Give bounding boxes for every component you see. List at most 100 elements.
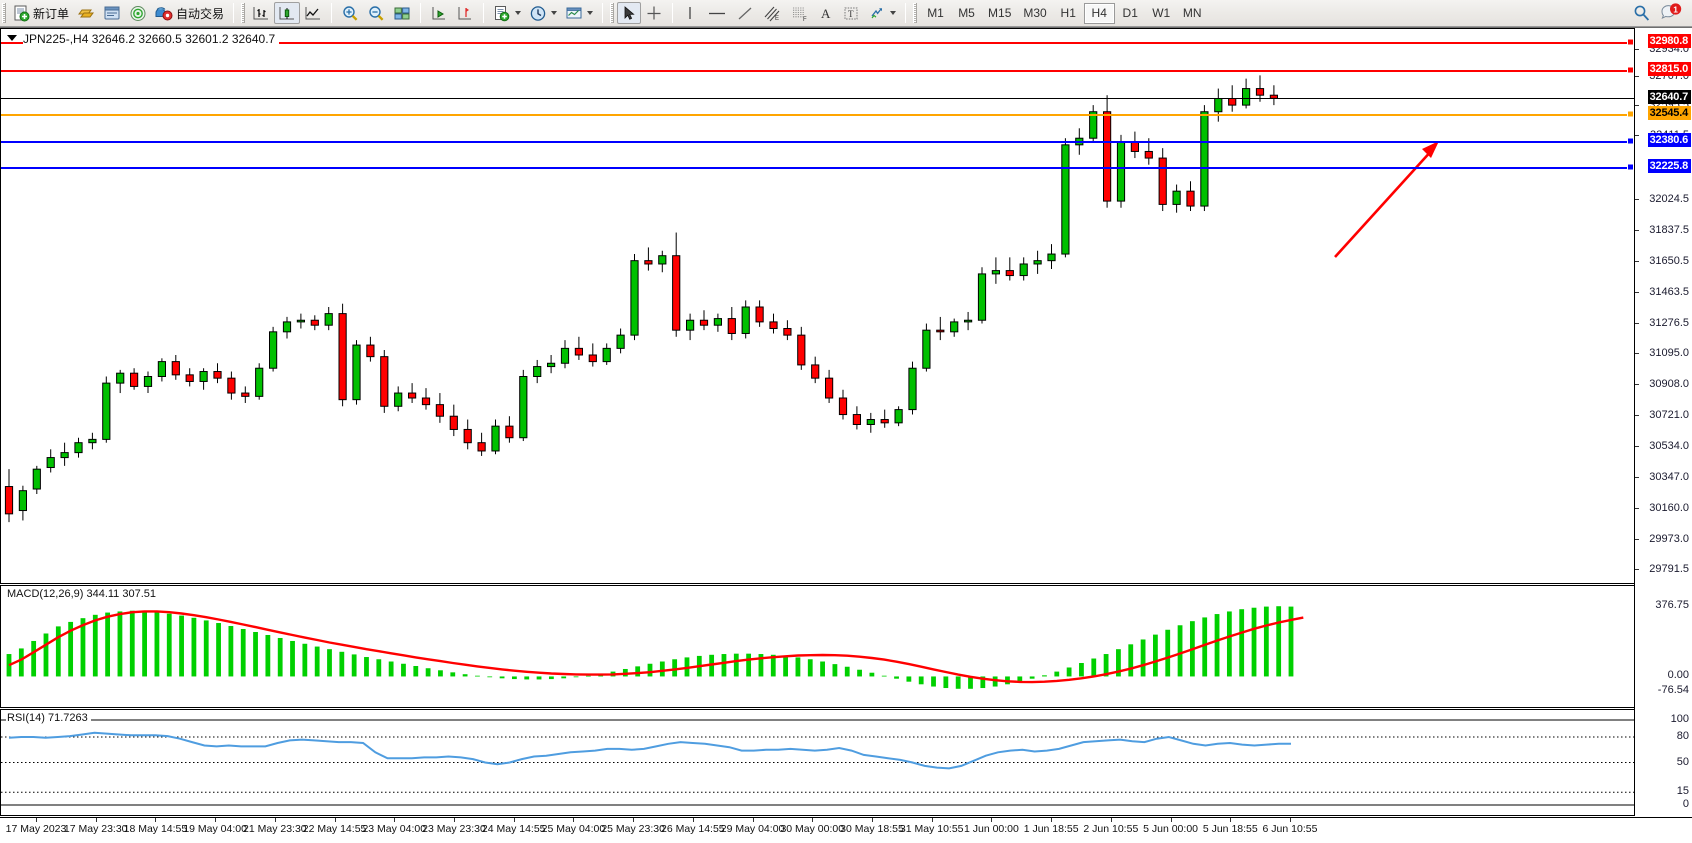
period-dropdown-caret[interactable] bbox=[551, 11, 558, 15]
terminal-button[interactable] bbox=[99, 2, 125, 24]
price-level-handle-32980.8[interactable] bbox=[1627, 38, 1634, 46]
text-button[interactable]: A bbox=[814, 2, 838, 24]
text-label-button[interactable]: T bbox=[838, 2, 864, 24]
macd-pane[interactable]: MACD(12,26,9) 344.11 307.51 bbox=[0, 585, 1634, 708]
crosshair-button[interactable] bbox=[641, 2, 667, 24]
price-axis-label: 31650.5 bbox=[1649, 255, 1689, 268]
time-axis-label: 26 May 14:55 bbox=[661, 823, 725, 835]
timeframe-h4[interactable]: H4 bbox=[1083, 2, 1115, 24]
toolbar-grip-standard[interactable] bbox=[2, 3, 6, 23]
new-order-button[interactable]: 新订单 bbox=[9, 2, 73, 24]
time-axis-tick bbox=[573, 818, 575, 822]
price-tag-32545.4[interactable]: 32545.4 bbox=[1647, 106, 1691, 121]
timeframe-h1[interactable]: H1 bbox=[1060, 6, 1076, 20]
horizontal-line-button[interactable] bbox=[702, 2, 732, 24]
svg-text:E: E bbox=[775, 16, 779, 22]
candlestick-chart-button[interactable] bbox=[274, 2, 301, 24]
timeframe-mn[interactable]: MN bbox=[1182, 6, 1202, 20]
time-axis-tick bbox=[752, 818, 754, 822]
toolbar-grip-periods[interactable] bbox=[913, 3, 918, 23]
price-axis-tick bbox=[1635, 353, 1639, 355]
templates-button[interactable] bbox=[561, 2, 597, 24]
price-level-line-32980.8[interactable] bbox=[1, 42, 1634, 45]
search-icon bbox=[1634, 5, 1650, 21]
time-axis-tick bbox=[1290, 818, 1291, 822]
macd-svg bbox=[6, 606, 1304, 689]
price-level-line-32815.0[interactable] bbox=[1, 69, 1634, 72]
timeframe-w1[interactable]: W1 bbox=[1152, 6, 1171, 20]
tile-windows-button[interactable] bbox=[389, 2, 415, 24]
price-tag-32640.7[interactable]: 32640.7 bbox=[1647, 90, 1691, 105]
price-level-line-32225.8[interactable] bbox=[1, 167, 1634, 170]
timeframe-d1[interactable]: D1 bbox=[1122, 6, 1138, 20]
time-axis-label: 25 May 04:00 bbox=[541, 823, 606, 835]
text-icon: A bbox=[821, 6, 831, 21]
price-level-line-32545.4[interactable] bbox=[1, 114, 1634, 117]
new-chart-dropdown-caret[interactable] bbox=[515, 11, 522, 15]
arrows-button[interactable] bbox=[864, 2, 900, 24]
fibonacci-button[interactable]: F bbox=[786, 2, 814, 24]
price-tag-32980.8[interactable]: 32980.8 bbox=[1647, 34, 1691, 49]
price-tag-32225.8[interactable]: 32225.8 bbox=[1647, 159, 1691, 174]
time-axis-tick bbox=[95, 818, 97, 822]
signals-button[interactable] bbox=[125, 2, 151, 24]
price-axis[interactable]: 32934.032767.032595.532411.532024.531837… bbox=[1634, 28, 1692, 816]
toolbar-separator-5 bbox=[602, 3, 604, 23]
timeframe-m5[interactable]: M5 bbox=[958, 6, 975, 20]
rsi-pane[interactable]: RSI(14) 71.7263 bbox=[0, 709, 1634, 816]
price-level-handle-32545.4[interactable] bbox=[1627, 110, 1634, 118]
zoom-in-button[interactable] bbox=[337, 2, 363, 24]
time-axis-label: 1 Jun 18:55 bbox=[1023, 823, 1079, 835]
price-axis-tick bbox=[1635, 76, 1639, 78]
cursor-button[interactable] bbox=[617, 2, 642, 24]
toolbar-separator-2 bbox=[331, 3, 333, 23]
chart-window: JPN225-,H4 32646.2 32660.5 32601.2 32640… bbox=[0, 27, 1692, 843]
toolbar-grip-lines[interactable] bbox=[610, 3, 615, 23]
price-level-line-32380.6[interactable] bbox=[1, 141, 1634, 144]
price-tag-32380.6[interactable]: 32380.6 bbox=[1647, 133, 1691, 148]
time-axis-label: 23 May 23:30 bbox=[422, 823, 486, 835]
chart-shift-button[interactable] bbox=[452, 2, 478, 24]
time-axis-tick bbox=[1170, 818, 1172, 822]
zoom-out-button[interactable] bbox=[363, 2, 389, 24]
arrows-dropdown-caret[interactable] bbox=[890, 11, 897, 15]
price-level-line-32640.7[interactable] bbox=[1, 98, 1634, 100]
crosshair-icon bbox=[647, 6, 661, 19]
time-axis-tick bbox=[633, 818, 635, 822]
timeframe-m1[interactable]: M1 bbox=[927, 6, 944, 20]
equidistant-channel-button[interactable]: E bbox=[758, 2, 786, 24]
new-chart-button[interactable] bbox=[489, 2, 525, 24]
price-chart-pane[interactable]: JPN225-,H4 32646.2 32660.5 32601.2 32640… bbox=[0, 28, 1634, 584]
text-label-icon: T bbox=[844, 7, 858, 19]
autotrade-button[interactable]: 自动交易 bbox=[151, 2, 228, 24]
time-axis[interactable]: 17 May 2023 17 May 23:30 18 May 14:55 19 Ma… bbox=[0, 817, 1692, 843]
auto-scroll-icon bbox=[432, 6, 446, 19]
bar-chart-button[interactable] bbox=[248, 2, 274, 24]
timeframe-m30[interactable]: M30 bbox=[1023, 6, 1047, 20]
price-level-handle-32225.8[interactable] bbox=[1627, 163, 1634, 171]
period-button[interactable] bbox=[525, 2, 561, 24]
time-axis-label: 5 Jun 00:00 bbox=[1143, 823, 1199, 835]
notifications-button[interactable]: 1 bbox=[1656, 2, 1686, 24]
search-button[interactable] bbox=[1628, 2, 1656, 24]
price-level-handle-32380.6[interactable] bbox=[1627, 137, 1634, 145]
auto-scroll-button[interactable] bbox=[426, 2, 452, 24]
vertical-line-button[interactable] bbox=[678, 2, 702, 24]
price-axis-tick bbox=[1635, 476, 1639, 478]
price-level-handle-32815.0[interactable] bbox=[1627, 66, 1634, 74]
price-tag-32815.0[interactable]: 32815.0 bbox=[1647, 61, 1691, 76]
price-axis-tick bbox=[1635, 104, 1639, 106]
expert-advisors-button[interactable] bbox=[73, 2, 99, 24]
price-axis-label: 29973.0 bbox=[1649, 532, 1689, 545]
templates-dropdown-caret[interactable] bbox=[587, 11, 594, 15]
line-chart-button[interactable] bbox=[300, 2, 326, 24]
trendline-button[interactable] bbox=[732, 2, 758, 24]
price-axis-tick bbox=[1635, 199, 1639, 201]
collapse-arrow-icon[interactable] bbox=[7, 35, 17, 41]
notification-bubble-icon: 1 bbox=[1661, 3, 1682, 19]
timeframe-m15[interactable]: M15 bbox=[988, 6, 1012, 20]
gold-bar-icon bbox=[78, 9, 95, 17]
toolbar-grip-charts[interactable] bbox=[241, 3, 246, 23]
macd-axis-label: 376.75 bbox=[1655, 599, 1689, 612]
price-axis-tick bbox=[1635, 230, 1639, 232]
